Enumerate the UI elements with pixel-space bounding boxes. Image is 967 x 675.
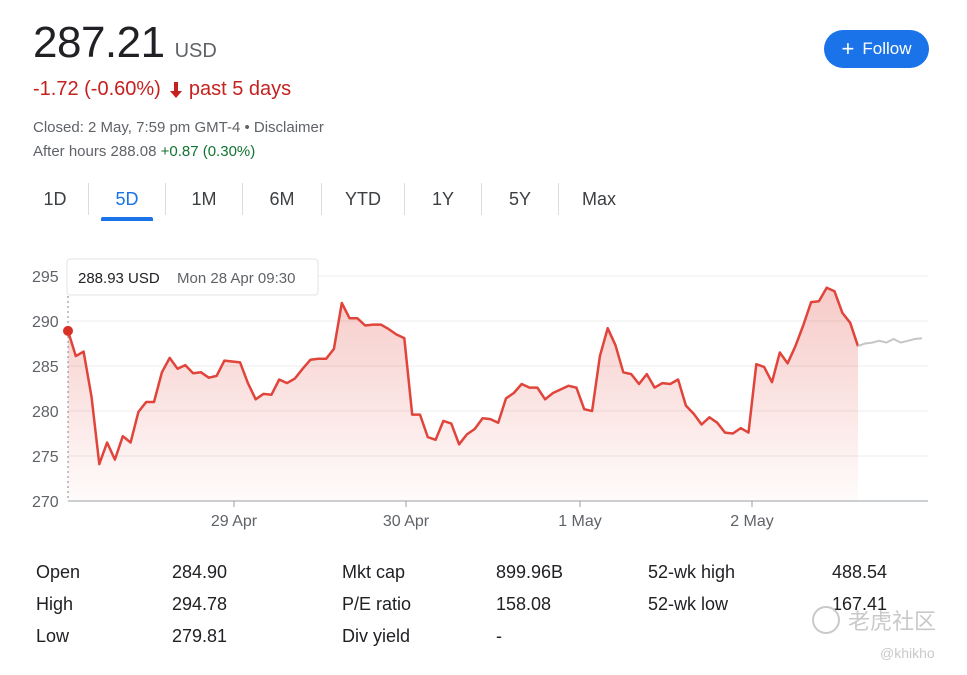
stat-open-value: 284.90 — [172, 562, 228, 582]
stat-52wk-high-value: 488.54 — [832, 562, 888, 582]
change-row: -1.72 (-0.60%) past 5 days — [33, 78, 291, 101]
stat-mktcap-value: 899.96B — [496, 562, 564, 582]
watermark-logo-icon — [812, 606, 840, 634]
stat-pe-value: 158.08 — [496, 594, 552, 614]
y-tick-label: 295 — [32, 269, 59, 286]
tab-1d[interactable]: 1D — [43, 188, 67, 209]
y-tick-label: 270 — [32, 494, 59, 511]
closed-info: Closed: 2 May, 7:59 pm GMT-4 • Disclaime… — [33, 119, 324, 136]
tab-1y[interactable]: 1Y — [431, 188, 455, 209]
tab-divider — [242, 183, 243, 215]
y-tick-label: 275 — [32, 449, 59, 466]
after-hours-line — [857, 337, 923, 348]
stat-pe-label: P/E ratio — [342, 594, 412, 614]
x-tick-label: 30 Apr — [383, 513, 430, 530]
plus-icon: + — [841, 36, 855, 61]
watermark-handle: @khikho — [880, 645, 935, 661]
x-tick-label: 2 May — [730, 513, 774, 530]
tab-1m[interactable]: 1M — [191, 188, 217, 209]
stat-52wk-low-label: 52-wk low — [648, 594, 729, 614]
after-hours-price: After hours 288.08 — [33, 143, 157, 160]
watermark-text: 老虎社区 — [848, 609, 937, 634]
tooltip-price: 288.93 USD — [78, 270, 160, 287]
currency-label: USD — [174, 40, 217, 62]
stat-mktcap-label: Mkt cap — [342, 562, 406, 582]
y-tick-label: 290 — [32, 314, 59, 331]
range-tabs: 1D 5D 1M 6M YTD 1Y 5Y Max — [22, 180, 639, 221]
y-tick-label: 280 — [32, 404, 59, 421]
after-hours-info: After hours 288.08 +0.87 (0.30%) — [33, 143, 255, 160]
tab-divider — [321, 183, 322, 215]
y-tick-label: 285 — [32, 359, 59, 376]
after-hours-change: +0.87 (0.30%) — [160, 143, 256, 160]
tab-divider — [165, 183, 166, 215]
hover-point — [63, 325, 73, 336]
tab-6m[interactable]: 6M — [269, 188, 295, 209]
price-chart[interactable]: 270 275 280 285 290 295 29 Apr 30 Apr 1 May 2 May… — [0, 230, 967, 540]
x-tick-label: 29 Apr — [211, 513, 258, 530]
stat-divyield-label: Div yield — [342, 626, 411, 646]
stat-high-value: 294.78 — [172, 594, 228, 614]
arrow-down-icon — [169, 81, 183, 99]
stat-52wk-high-label: 52-wk high — [648, 562, 736, 582]
price-change: -1.72 (-0.60%) — [33, 78, 161, 100]
tab-divider — [481, 183, 482, 215]
tab-ytd[interactable]: YTD — [345, 188, 381, 209]
price-line — [66, 286, 860, 466]
watermark: 老虎社区 — [812, 604, 936, 636]
follow-label: Follow — [862, 39, 912, 58]
tab-5d[interactable]: 5D — [89, 180, 165, 221]
tooltip-box — [66, 258, 319, 296]
price-area — [68, 287, 858, 501]
tab-5y[interactable]: 5Y — [508, 188, 532, 209]
change-period: past 5 days — [188, 78, 292, 100]
stat-divyield-value: - — [496, 626, 502, 646]
stat-low-value: 279.81 — [172, 626, 228, 646]
stat-open-label: Open — [36, 562, 81, 582]
stat-high-label: High — [36, 594, 74, 614]
x-tick-label: 1 May — [558, 513, 602, 530]
tab-divider — [88, 183, 89, 215]
tab-divider — [404, 183, 405, 215]
current-price: 287.21 — [33, 18, 165, 67]
stat-low-label: Low — [36, 626, 70, 646]
price-header: 287.21 USD — [33, 18, 217, 68]
tab-divider — [558, 183, 559, 215]
tooltip-time: Mon 28 Apr 09:30 — [177, 270, 295, 287]
follow-button[interactable]: + Follow — [824, 30, 929, 68]
tab-max[interactable]: Max — [581, 188, 616, 209]
stat-52wk-low-value: 167.41 — [832, 594, 888, 614]
